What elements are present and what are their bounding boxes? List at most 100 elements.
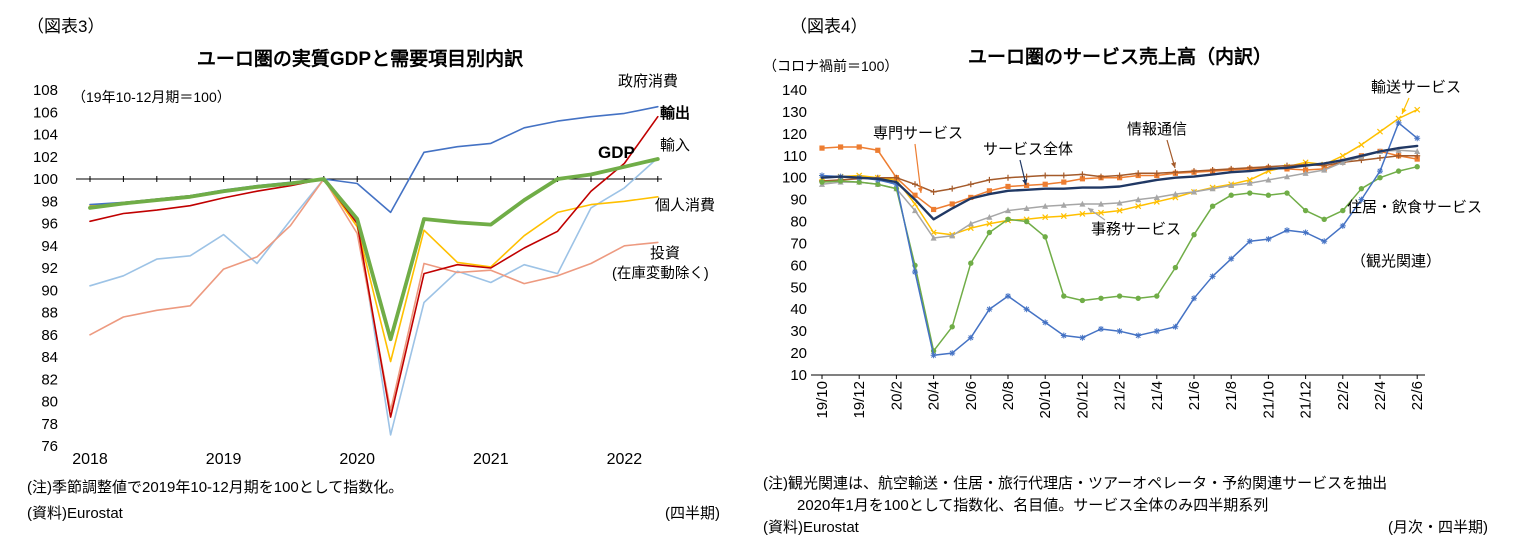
figure3-tag: （図表3） — [27, 17, 105, 36]
svg-text:22/4: 22/4 — [1372, 381, 1389, 410]
svg-text:30: 30 — [790, 323, 807, 340]
svg-text:21/12: 21/12 — [1298, 381, 1315, 419]
figure4-frequency: (月次・四半期) — [1388, 519, 1488, 536]
svg-text:82: 82 — [41, 371, 58, 388]
svg-text:90: 90 — [41, 282, 58, 299]
svg-text:60: 60 — [790, 257, 807, 274]
svg-text:94: 94 — [41, 238, 58, 255]
svg-text:19/10: 19/10 — [814, 381, 831, 419]
svg-text:輸入: 輸入 — [660, 137, 690, 154]
series-line-business-services — [819, 147, 1421, 241]
y-axis-labels: 10 20 30 40 50 60 70 80 90 100 110 120 130 140 — [782, 82, 807, 384]
figure3-index-note: （19年10-12月期＝100） — [72, 89, 231, 105]
svg-text:88: 88 — [41, 305, 58, 322]
figure3-title: ユーロ圏の実質GDPと需要項目別内訳 — [196, 49, 524, 70]
svg-text:輸送サービス: 輸送サービス — [1371, 79, 1461, 96]
svg-text:78: 78 — [41, 416, 58, 433]
gdp-demand-chart: 76 78 80 82 84 86 88 90 92 94 96 98 100 102 104 106 108 2… — [33, 73, 715, 466]
svg-text:投資: 投資 — [650, 245, 680, 262]
series-label-gdp: GDP — [598, 143, 635, 162]
svg-text:20/2: 20/2 — [888, 381, 905, 410]
figure4-title: ユーロ圏のサービス売上高（内訳） — [967, 47, 1272, 68]
svg-text:80: 80 — [790, 214, 807, 231]
svg-text:90: 90 — [790, 192, 807, 209]
svg-text:2022: 2022 — [607, 451, 643, 466]
series-line-exports — [89, 115, 659, 418]
figure4-source: (資料)Eurostat — [763, 519, 859, 536]
svg-text:92: 92 — [41, 260, 58, 277]
series-label-professional-services: 専門サービス — [873, 125, 963, 194]
figure3-source: (資料)Eurostat — [27, 505, 123, 522]
series-label-accommodation-food-services: 住居・飲食サービス — [1347, 199, 1482, 216]
svg-text:21/6: 21/6 — [1186, 381, 1203, 410]
svg-text:140: 140 — [782, 82, 807, 99]
svg-text:10: 10 — [790, 367, 807, 384]
svg-text:20: 20 — [790, 345, 807, 362]
svg-text:80: 80 — [41, 394, 58, 411]
svg-text:96: 96 — [41, 216, 58, 233]
figure3-frequency: (四半期) — [665, 505, 720, 522]
svg-text:2018: 2018 — [72, 451, 108, 466]
svg-text:22/2: 22/2 — [1335, 381, 1352, 410]
svg-text:20/12: 20/12 — [1074, 381, 1091, 419]
svg-text:専門サービス: 専門サービス — [873, 125, 963, 142]
svg-text:20/6: 20/6 — [963, 381, 980, 410]
series-label-exports: 輸出 — [660, 104, 690, 122]
svg-text:21/8: 21/8 — [1223, 381, 1240, 410]
series-line-gdp — [88, 157, 660, 342]
svg-text:102: 102 — [33, 149, 58, 166]
svg-text:（観光関連）: （観光関連） — [1351, 253, 1441, 270]
svg-text:情報通信: 情報通信 — [1127, 121, 1187, 138]
svg-text:50: 50 — [790, 279, 807, 296]
figure4-tag: （図表4） — [790, 17, 868, 36]
series-line-imports — [89, 157, 659, 436]
series-label-business-services: 事務サービス — [1087, 207, 1181, 238]
series-label-transport-services: 輸送サービス — [1371, 79, 1461, 115]
series-label-personal-consumption: 個人消費 — [655, 197, 715, 214]
svg-text:100: 100 — [782, 170, 807, 187]
svg-text:2021: 2021 — [473, 451, 509, 466]
svg-text:2020: 2020 — [339, 451, 375, 466]
svg-text:2019: 2019 — [206, 451, 242, 466]
svg-text:20/8: 20/8 — [1000, 381, 1017, 410]
series-label-tourism-related: （観光関連） — [1351, 253, 1441, 270]
svg-text:98: 98 — [41, 193, 58, 210]
series-label-investment: 投資 (在庫変動除く) — [612, 245, 709, 282]
svg-text:輸出: 輸出 — [660, 104, 690, 122]
svg-text:21/4: 21/4 — [1149, 381, 1166, 410]
axis-lines — [811, 374, 1425, 379]
series-line-tourism-related — [819, 119, 1421, 359]
series-label-imports: 輸入 — [660, 137, 690, 154]
svg-text:(在庫変動除く): (在庫変動除く) — [612, 265, 709, 282]
svg-text:70: 70 — [790, 235, 807, 252]
series-line-services-total — [820, 144, 1419, 221]
svg-text:20/4: 20/4 — [926, 381, 943, 410]
svg-text:40: 40 — [790, 301, 807, 318]
svg-text:21/10: 21/10 — [1260, 381, 1277, 419]
svg-text:86: 86 — [41, 327, 58, 344]
svg-text:政府消費: 政府消費 — [618, 73, 678, 90]
svg-text:130: 130 — [782, 104, 807, 121]
series-label-information-communication: 情報通信 — [1127, 121, 1187, 169]
series-line-accommodation-food-services — [819, 164, 1420, 354]
svg-text:個人消費: 個人消費 — [655, 197, 715, 214]
series-line-information-communication — [819, 152, 1421, 195]
svg-text:104: 104 — [33, 127, 58, 144]
figure4-footnote-line2: 2020年1月を100として指数化、名目値。サービス全体のみ四半期系列 — [797, 497, 1269, 514]
svg-text:76: 76 — [41, 438, 58, 455]
svg-text:110: 110 — [783, 148, 807, 165]
svg-text:GDP: GDP — [598, 143, 635, 162]
svg-text:106: 106 — [33, 104, 58, 121]
figure4-footnote-line1: (注)観光関連は、航空輸送・住居・旅行代理店・ツアーオペレータ・予約関連サービス… — [763, 475, 1388, 492]
svg-text:20/10: 20/10 — [1037, 381, 1054, 419]
svg-text:22/6: 22/6 — [1409, 381, 1426, 410]
svg-text:84: 84 — [41, 349, 58, 366]
svg-text:サービス全体: サービス全体 — [983, 140, 1073, 158]
x-axis-labels: 2018 2019 2020 2021 2022 — [72, 451, 642, 466]
figure4-index-note: （コロナ禍前＝100） — [763, 58, 899, 74]
svg-text:108: 108 — [33, 82, 58, 99]
